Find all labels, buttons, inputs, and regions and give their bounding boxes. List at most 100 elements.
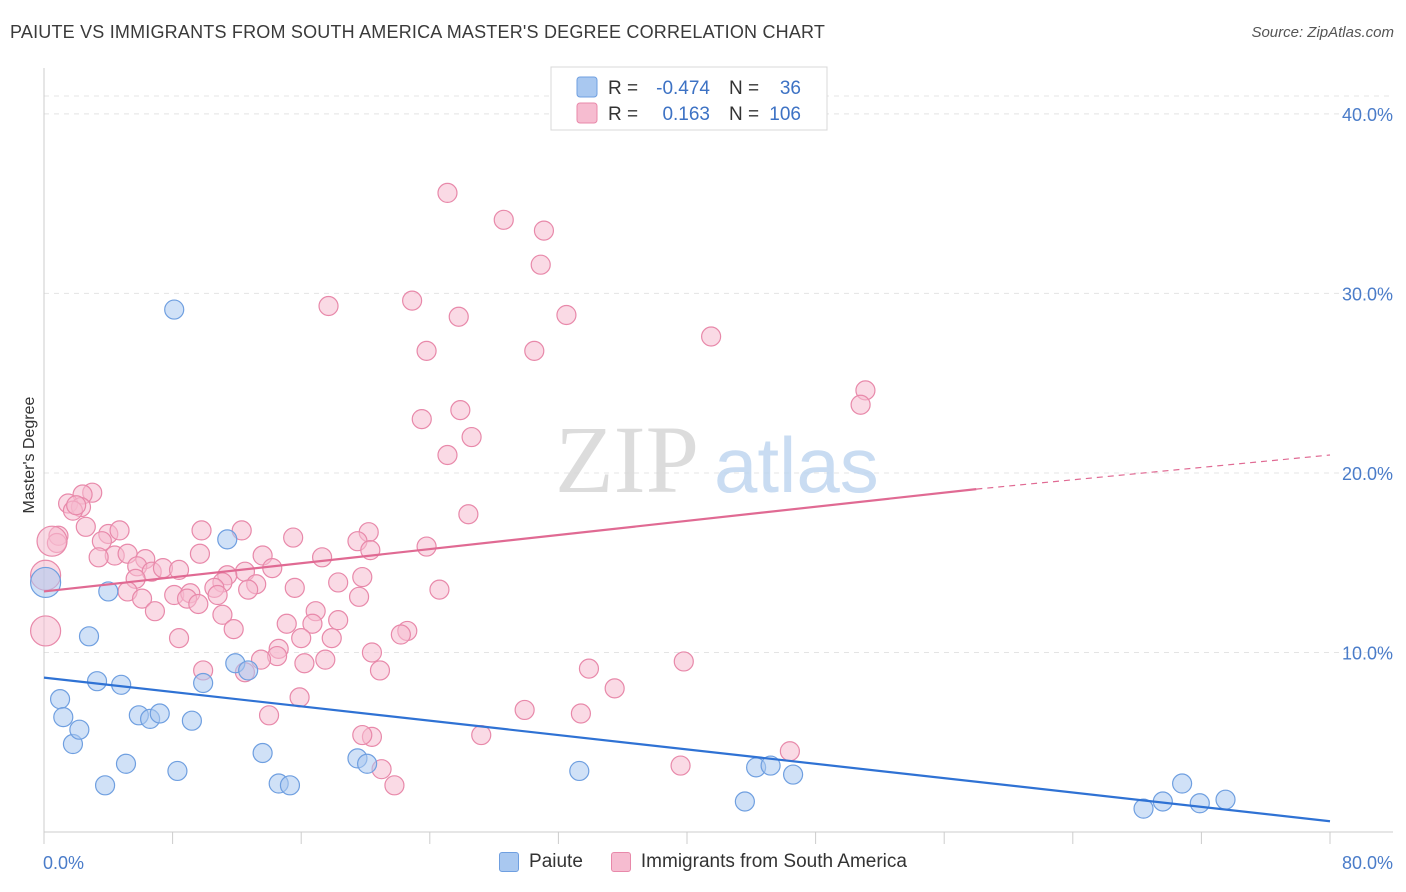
paiute-point [760,755,781,776]
bottom-legend-item-paiute: Paiute [499,851,583,873]
immigrants-point [189,543,211,564]
immigrants-point [471,724,492,746]
paiute-point [94,775,116,796]
immigrants-point [188,593,209,615]
immigrants-point [321,628,342,649]
immigrants-trend-line [43,488,977,593]
immigrants-point [250,649,272,670]
trend-layer [43,454,1331,823]
legend-n-value-paiute: 36 [780,78,801,99]
immigrants-point [384,775,405,796]
y-tick-label-30: 30.0% [1342,284,1393,304]
immigrants-point [530,254,551,275]
immigrants-point [779,741,800,762]
immigrants-point [30,615,62,647]
immigrants-point [437,444,458,466]
immigrants-point [369,660,391,681]
immigrants-point [88,547,109,568]
legend-r-value-paiute: -0.474 [656,78,710,99]
immigrants-point [315,649,336,670]
immigrants-point [352,724,373,746]
paiute-point [1215,789,1236,810]
paiute-point [167,760,188,782]
immigrants-point [450,400,471,421]
bottom-legend: Paiute Immigrants from South America [0,851,1406,873]
paiute-points [30,299,1236,819]
immigrants-point [556,304,577,326]
paiute-point [217,529,238,550]
immigrants-point [318,295,339,317]
legend-r-value-immigrants: 0.163 [662,104,710,125]
grid-layer: 10.0% 20.0% 30.0% 40.0% [44,95,1393,663]
legend-n-value-immigrants: 106 [769,104,801,125]
bottom-legend-item-immigrants: Immigrants from South America [610,851,907,873]
immigrants-point [352,566,373,588]
watermark-zip: ZIP [555,406,699,513]
immigrants-point [294,653,315,674]
legend-swatch-paiute [576,76,598,98]
chart-source: Source: ZipAtlas.com [1251,24,1394,41]
immigrants-point [168,628,190,649]
immigrants-point [258,705,280,726]
immigrants-point [223,619,244,640]
immigrants-point [283,527,304,548]
immigrants-point [291,628,312,649]
immigrants-points [30,182,876,796]
paiute-point [238,660,259,681]
paiute-point [357,753,378,774]
bottom-legend-swatch-paiute [499,852,520,872]
paiute-point [69,719,90,740]
paiute-point [569,760,590,782]
paiute-point [78,626,100,647]
immigrants-point [212,604,233,625]
paiute-trend-line [43,676,1331,823]
immigrants-point [448,306,469,327]
paiute-point [30,566,62,599]
immigrants-point [402,290,423,311]
immigrants-point [850,394,871,415]
y-axis-title: Master's Degree [21,396,38,513]
y-tick-label-10: 10.0% [1342,643,1393,663]
immigrants-point [276,613,297,634]
immigrants-point [493,209,514,230]
paiute-point [1189,793,1210,814]
legend-n-label-immigrants: N = [729,104,759,125]
immigrants-point [514,699,535,721]
axis-layer [43,68,1393,844]
immigrants-point [524,340,545,361]
immigrants-point [458,504,479,525]
paiute-point [181,710,202,731]
legend-n-label-paiute: N = [729,78,759,99]
watermark-atlas: atlas [714,421,879,509]
immigrants-point [411,408,432,430]
x-tick-max: 80.0% [1342,853,1393,873]
immigrants-point [437,182,458,203]
immigrants-point [670,755,691,776]
immigrants-point [533,220,555,241]
immigrants-point [578,658,600,679]
y-tick-label-20: 20.0% [1342,464,1393,484]
immigrants-point [284,577,305,598]
immigrants-point [231,520,252,541]
y-tick-label-40: 40.0% [1342,105,1393,125]
immigrants-point [75,516,96,537]
paiute-point [782,764,804,785]
paiute-point [98,581,119,602]
immigrants-point [207,584,228,606]
paiute-point [1172,773,1193,794]
chart-title: PAIUTE VS IMMIGRANTS FROM SOUTH AMERICA … [10,22,826,42]
correlation-legend: R = -0.474 N = 36 R = 0.163 N = 106 [550,66,828,131]
immigrants-point [168,559,190,580]
paiute-point [279,775,301,796]
paiute-point [115,753,137,774]
paiute-point [149,703,170,724]
immigrants-trend-extension [976,454,1331,490]
immigrants-point [348,586,370,607]
immigrants-point [461,426,482,448]
bottom-legend-label-paiute: Paiute [529,851,583,872]
paiute-point [86,671,108,692]
immigrants-point [131,588,153,609]
paiute-point [734,791,755,812]
immigrants-point [570,703,592,724]
